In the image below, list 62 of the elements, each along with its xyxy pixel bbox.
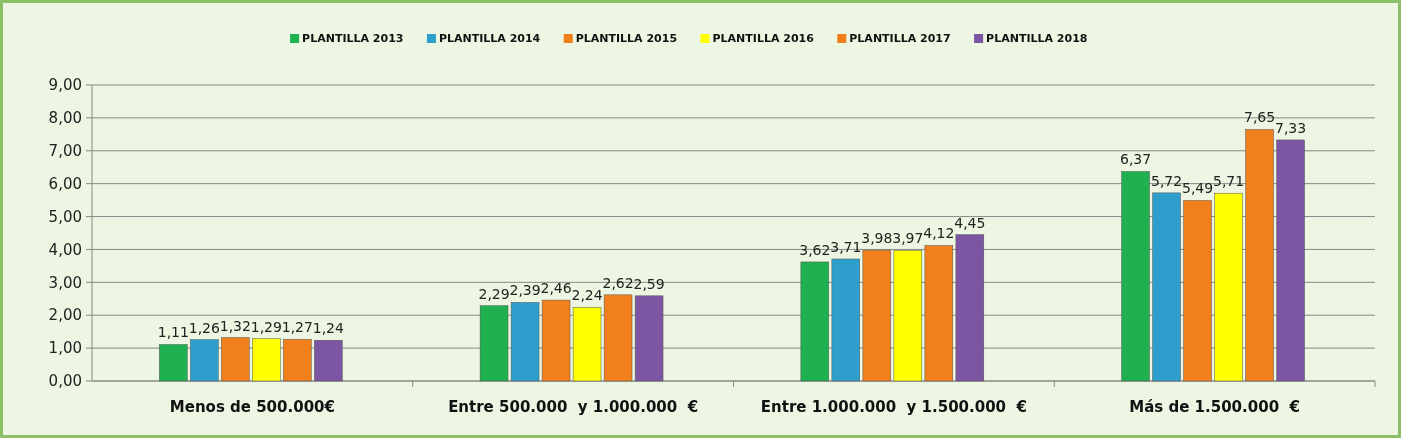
bar	[252, 338, 281, 382]
data-label: 5,71	[1212, 173, 1245, 190]
y-tick-label: 2,00	[48, 306, 82, 325]
data-label: 4,45	[954, 214, 986, 231]
bar	[190, 339, 219, 382]
bar	[1152, 192, 1181, 382]
x-tick-label: Menos de 500.000€	[169, 398, 335, 416]
bar	[159, 344, 188, 382]
data-label: 5,72	[1150, 172, 1183, 189]
legend-label: PLANTILLA 2018	[986, 32, 1088, 45]
data-label: 3,97	[892, 230, 924, 247]
data-label: 5,49	[1181, 180, 1214, 197]
y-tick-label: 8,00	[48, 109, 82, 128]
bar	[862, 249, 892, 382]
bar	[955, 234, 985, 382]
y-tick-label: 6,00	[48, 174, 82, 193]
data-label: 7,65	[1244, 109, 1276, 126]
data-label: 2,46	[540, 280, 572, 297]
data-label: 1,32	[219, 317, 251, 334]
bar	[1245, 129, 1274, 382]
data-label: 4,12	[923, 225, 955, 242]
legend-label: PLANTILLA 2017	[849, 32, 951, 45]
y-tick-label: 7,00	[48, 142, 82, 161]
data-label: 1,27	[281, 319, 313, 336]
bar	[221, 337, 250, 382]
data-label: 3,98	[861, 230, 893, 247]
bar	[924, 245, 954, 382]
data-label: 1,29	[250, 318, 282, 335]
legend-label: PLANTILLA 2014	[438, 32, 541, 45]
data-label: 3,62	[799, 241, 831, 258]
bar	[1214, 192, 1243, 382]
bar	[314, 339, 343, 382]
x-tick-label: Entre 500.000 y 1.000.000 €	[448, 398, 699, 416]
data-label: 2,62	[602, 274, 634, 291]
data-label: 3,71	[830, 238, 862, 255]
data-label: 6,37	[1119, 151, 1152, 168]
bar	[1183, 200, 1212, 382]
bar	[893, 250, 923, 382]
bar	[1121, 171, 1150, 382]
y-tick-label: 3,00	[48, 273, 82, 292]
data-label: 2,24	[571, 287, 603, 304]
bar	[831, 258, 861, 382]
y-tick-label: 5,00	[48, 207, 82, 226]
x-tick-label: Más de 1.500.000 €	[1129, 398, 1300, 416]
x-tick-label: Entre 1.000.000 y 1.500.000 €	[760, 398, 1027, 416]
y-tick-label: 0,00	[48, 372, 82, 391]
data-label: 1,24	[312, 320, 345, 337]
data-label: 2,29	[478, 285, 510, 302]
bar	[800, 261, 830, 382]
data-label: 1,11	[157, 324, 189, 341]
legend-label: PLANTILLA 2013	[302, 32, 404, 45]
bar	[283, 338, 312, 382]
legend-label: PLANTILLA 2016	[712, 32, 815, 45]
data-label: 7,33	[1275, 119, 1307, 136]
y-tick-label: 4,00	[48, 240, 82, 259]
legend-label: PLANTILLA 2015	[575, 32, 678, 45]
data-label: 2,59	[633, 275, 665, 292]
y-tick-label: 1,00	[48, 339, 82, 358]
data-label: 2,39	[509, 282, 541, 299]
data-label: 1,26	[188, 319, 220, 336]
bar	[1276, 139, 1305, 382]
y-tick-label: 9,00	[48, 76, 82, 95]
